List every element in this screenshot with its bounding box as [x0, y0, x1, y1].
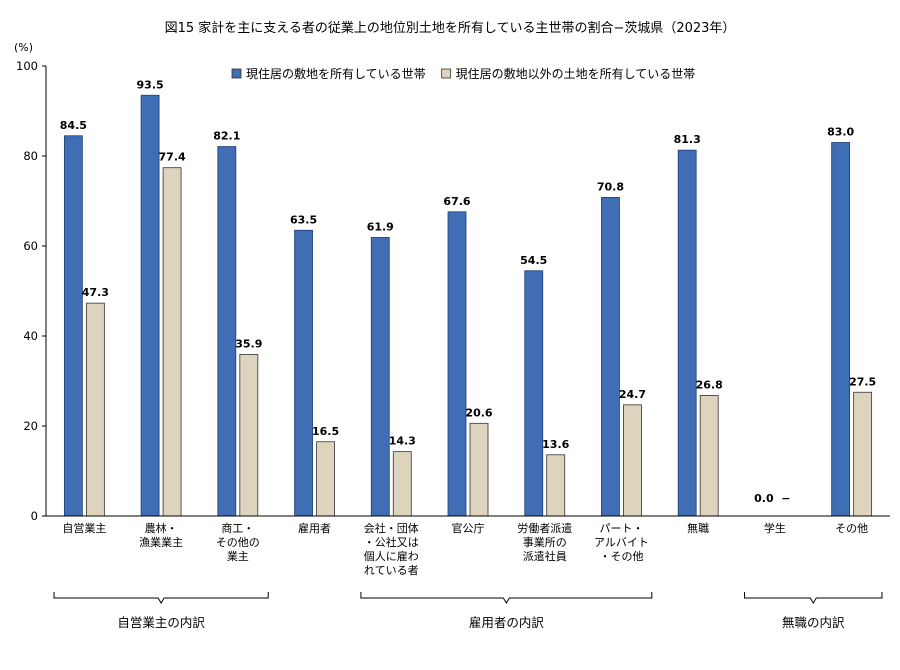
x-category-label: 官公庁	[452, 521, 485, 535]
bar-other-land	[469, 422, 489, 517]
group-label: 無職の内訳	[782, 615, 845, 630]
bar-other-land	[316, 441, 335, 517]
y-tick-label: 100	[16, 59, 38, 73]
x-category-label-line: 労働者派遣	[517, 521, 572, 535]
x-category-label-line: 事業所の	[523, 536, 567, 549]
x-category-label: 学生	[764, 521, 786, 535]
y-tick-label: 20	[23, 419, 38, 433]
chart-title: 図15 家計を主に支える者の従業上の地位別土地を所有している主世帯の割合−茨城県…	[165, 20, 736, 36]
y-axis-unit: (%)	[14, 41, 33, 54]
x-category-label-line: 漁業業主	[139, 535, 183, 549]
group-bracket	[360, 592, 653, 604]
data-label-own-site: 54.5	[520, 254, 547, 267]
x-category-label: 商工・その他の業主	[216, 521, 260, 563]
data-label-own-site: 93.5	[137, 78, 164, 91]
x-category-label: 労働者派遣事業所の派遣社員	[517, 521, 572, 563]
data-label-own-site: 81.3	[674, 133, 701, 146]
y-tick-label: 60	[23, 239, 38, 253]
bar-own-site	[294, 229, 313, 517]
bar-own-site	[370, 237, 390, 517]
bar-other-land	[85, 302, 105, 517]
x-category-label: 農林・漁業業主	[139, 521, 183, 549]
bar-own-site	[447, 211, 467, 517]
bar-other-land	[162, 167, 182, 517]
x-category-label: 雇用者	[298, 521, 331, 535]
x-category-label-line: 会社・団体	[364, 521, 419, 535]
data-label-own-site: 61.9	[367, 220, 394, 233]
x-category-label: 自営業主	[62, 521, 106, 535]
bar-own-site	[601, 196, 620, 517]
data-label-other-land: 35.9	[235, 337, 262, 350]
x-category-label-line: ・その他	[599, 550, 643, 563]
legend-label-own-site: 現住居の敷地を所有している世帯	[246, 66, 426, 81]
data-label-other-land: 14.3	[389, 435, 416, 448]
x-category-label-line: アルバイト	[594, 536, 649, 549]
x-category-label: 無職	[687, 521, 709, 535]
bar-other-land	[699, 394, 719, 517]
bar-own-site	[63, 135, 83, 517]
bar-other-land	[546, 454, 566, 517]
legend-swatch-other-land	[441, 68, 452, 79]
x-category-label-line: 官公庁	[452, 521, 485, 535]
x-category-label-line: れている者	[364, 564, 419, 577]
x-category-label-line: 無職	[687, 521, 709, 535]
group-bracket	[53, 592, 269, 604]
data-label-other-land: 27.5	[849, 375, 876, 388]
x-category-label-line: 商工・	[221, 521, 254, 535]
x-category-label-line: 農林・	[145, 521, 178, 535]
y-tick-label: 80	[23, 149, 38, 163]
x-category-label-line: 業主	[227, 550, 249, 563]
data-label-own-site: 63.5	[290, 213, 317, 226]
data-label-own-site: 0.0	[754, 492, 774, 505]
data-label-other-land: 47.3	[82, 286, 109, 299]
y-tick-label: 0	[31, 509, 38, 523]
x-category-label-line: パート・	[599, 522, 643, 535]
x-category-label-line: 学生	[764, 521, 786, 535]
bar-other-land	[623, 404, 642, 517]
bar-other-land	[392, 451, 412, 517]
data-label-other-land: 13.6	[542, 438, 569, 451]
data-label-own-site: 83.0	[827, 126, 854, 139]
x-category-label-line: 個人に雇わ	[364, 549, 419, 563]
bar-own-site	[140, 94, 160, 517]
x-category-label: パート・アルバイト・その他	[594, 522, 649, 563]
x-category-label-line: その他の	[216, 536, 260, 549]
group-label: 自営業主の内訳	[117, 615, 205, 630]
group-bracket	[744, 592, 883, 604]
bar-other-land	[239, 354, 259, 517]
legend-label-other-land: 現住居の敷地以外の土地を所有している世帯	[456, 66, 696, 81]
bar-other-land	[853, 391, 873, 517]
data-label-other-land: −	[781, 492, 790, 505]
data-label-own-site: 67.6	[443, 195, 470, 208]
bar-own-site	[677, 149, 697, 517]
bar-own-site	[831, 142, 851, 517]
x-category-label-line: 雇用者	[298, 521, 331, 535]
legend-swatch-own-site	[231, 68, 242, 79]
data-label-own-site: 70.8	[597, 180, 624, 193]
x-category-label-line: 自営業主	[62, 521, 106, 535]
x-category-label: 会社・団体・公社又は個人に雇われている者	[364, 521, 419, 577]
data-label-own-site: 82.1	[213, 130, 240, 143]
data-label-other-land: 24.7	[619, 388, 646, 401]
x-category-label-line: ・公社又は	[364, 535, 419, 549]
data-label-other-land: 20.6	[465, 406, 492, 419]
group-label: 雇用者の内訳	[469, 615, 545, 630]
x-category-label-line: その他	[835, 522, 868, 535]
data-label-other-land: 26.8	[696, 378, 723, 391]
data-label-other-land: 16.5	[312, 425, 339, 438]
bar-own-site	[524, 270, 544, 517]
x-category-label: その他	[835, 522, 868, 535]
bar-own-site	[217, 146, 237, 517]
y-tick-label: 40	[23, 329, 38, 343]
data-label-own-site: 84.5	[60, 119, 87, 132]
x-category-label-line: 派遣社員	[523, 549, 567, 563]
data-label-other-land: 77.4	[159, 151, 186, 164]
